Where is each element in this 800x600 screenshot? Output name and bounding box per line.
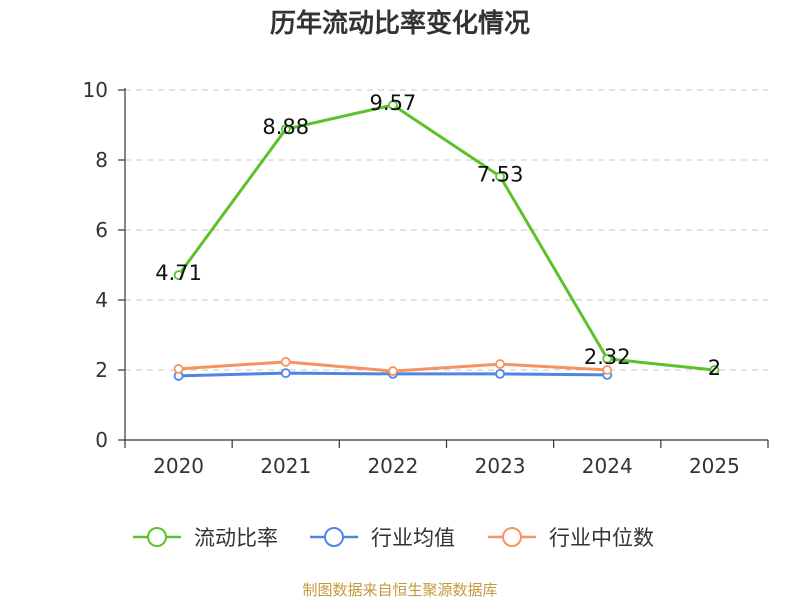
data-label-current-ratio-2025: 2 [708,356,721,380]
data-point-industry-mean-2021 [280,368,291,379]
data-label-current-ratio-2021: 8.88 [262,115,309,139]
series-line-current-ratio [177,103,715,372]
data-point-current-ratio-2021 [280,124,291,135]
data-labels: 4.71 8.88 9.57 7.53 2.32 2 [155,91,721,380]
data-point-current-ratio-2024 [602,353,613,364]
data-label-current-ratio-2024: 2.32 [584,345,631,369]
series-lines [173,100,720,381]
legend-item-current-ratio[interactable]: 流动比率 [133,526,278,550]
y-tick-label: 8 [95,148,108,172]
legend: 流动比率 行业均值 行业中位数 [133,526,654,550]
y-tick-label: 4 [95,288,108,312]
x-tick-label: 2025 [689,454,740,478]
x-tick-label: 2024 [582,454,633,478]
y-tick-label: 0 [95,428,108,452]
legend-circle-icon [324,527,344,547]
data-label-current-ratio-2022: 9.57 [370,91,417,115]
legend-item-industry-median[interactable]: 行业中位数 [488,526,654,550]
legend-label-industry-mean: 行业均值 [371,526,455,550]
x-tick-label: 2021 [260,454,311,478]
x-tick-label: 2022 [367,454,418,478]
data-point-industry-mean-2023 [495,368,505,379]
gridlines [125,89,768,371]
x-tick-label: 2020 [153,454,204,478]
y-tick-label: 2 [95,358,108,382]
axes: 0 2 4 6 8 10 2020 2021 2022 2023 2024 2025 [83,78,769,478]
data-label-current-ratio-2020: 4.71 [155,261,202,285]
data-point-industry-median-2022 [388,366,398,376]
data-point-industry-median-2023 [495,359,505,369]
source-note: 制图数据来自恒生聚源数据库 [302,581,497,599]
data-point-current-ratio-2022 [388,100,398,110]
data-point-industry-median-2020 [173,364,184,374]
chart-title: 历年流动比率变化情况 [270,8,530,39]
legend-circle-icon [147,527,167,547]
data-label-current-ratio-2023: 7.53 [477,162,524,186]
x-tick-label: 2023 [475,454,526,478]
legend-label-industry-median: 行业中位数 [549,526,654,550]
data-point-industry-median-2024 [602,365,613,375]
legend-label-current-ratio: 流动比率 [194,526,278,550]
y-tick-label: 10 [83,78,108,102]
data-point-industry-median-2021 [280,357,291,367]
y-tick-label: 6 [95,218,108,242]
data-point-current-ratio-2025 [709,365,720,375]
legend-item-industry-mean[interactable]: 行业均值 [310,526,455,550]
legend-circle-icon [502,527,522,547]
data-point-current-ratio-2023 [495,171,505,182]
data-point-current-ratio-2020 [173,270,184,281]
